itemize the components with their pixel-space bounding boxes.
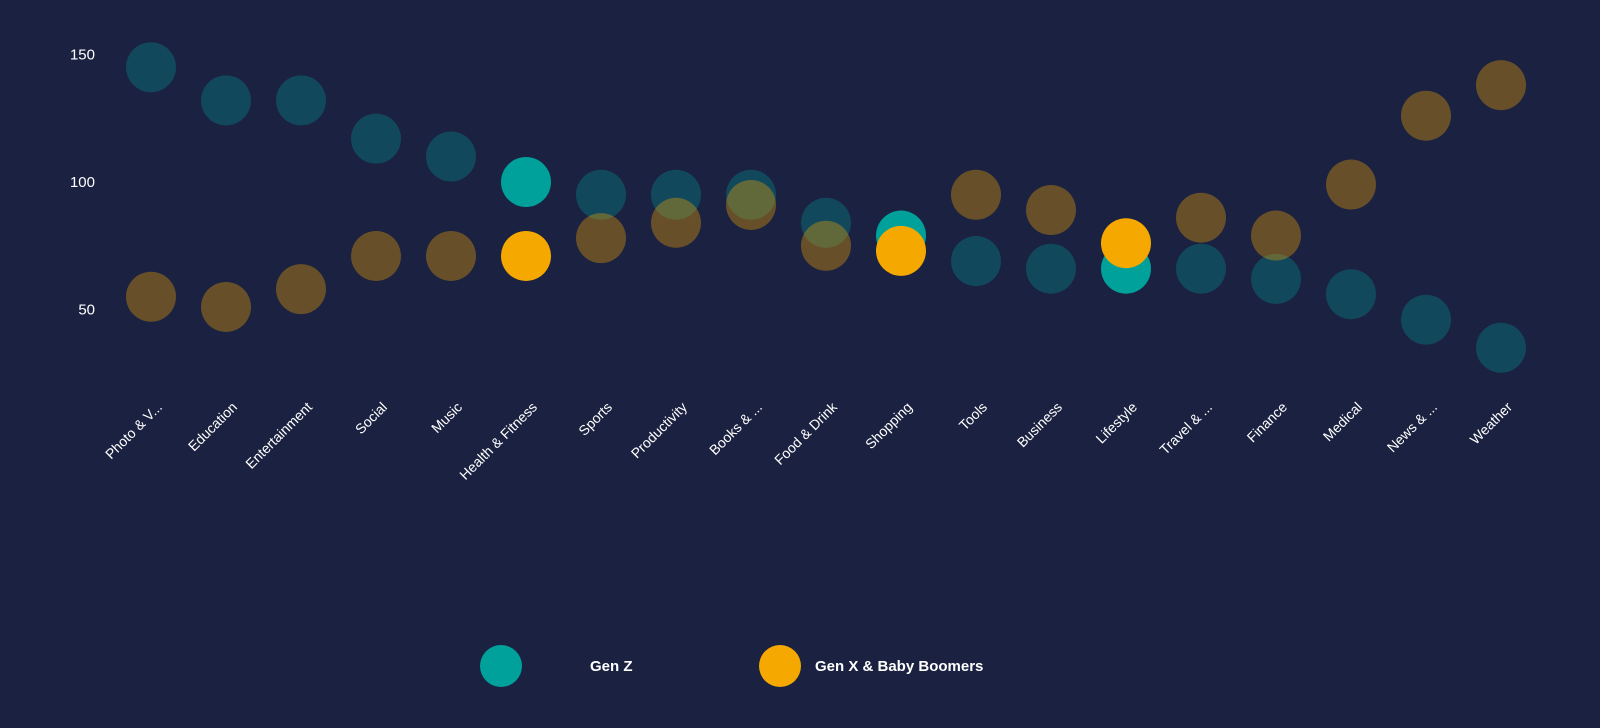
- dot-gen-x-news[interactable]: [1401, 90, 1451, 141]
- dot-gen-z-social[interactable]: [351, 113, 401, 164]
- dot-gen-z-music[interactable]: [426, 131, 476, 182]
- x-tick-label: Business: [1014, 399, 1065, 450]
- x-tick-label: Photo & V...: [102, 399, 165, 462]
- x-tick-label: Travel & ...: [1156, 399, 1215, 458]
- x-tick-label: Books & ...: [706, 399, 765, 458]
- dot-gen-z-books[interactable]: [726, 169, 776, 220]
- dot-gen-z-sports[interactable]: [576, 169, 626, 220]
- legend: Gen Z Gen X & Baby Boomers: [480, 645, 983, 687]
- dot-gen-x-food-drink[interactable]: [801, 220, 851, 271]
- x-tick-label: Health & Fitness: [456, 399, 540, 483]
- x-tick-label: Food & Drink: [771, 398, 841, 468]
- x-tick-label: News & ...: [1384, 399, 1440, 455]
- dot-gen-x-finance[interactable]: [1251, 210, 1301, 261]
- dot-gen-z-travel[interactable]: [1176, 243, 1226, 294]
- dot-gen-x-lifestyle[interactable]: [1101, 218, 1151, 269]
- x-tick-label: Lifestyle: [1092, 399, 1140, 447]
- dot-gen-x-productivity[interactable]: [651, 197, 701, 248]
- x-tick-label: Education: [185, 399, 240, 454]
- dot-gen-z-business[interactable]: [1026, 243, 1076, 294]
- x-tick-label: Productivity: [628, 399, 690, 461]
- dot-gen-z-food-drink[interactable]: [801, 197, 851, 248]
- dot-gen-x-sports[interactable]: [576, 213, 626, 264]
- dot-gen-x-shopping[interactable]: [876, 225, 926, 276]
- dot-gen-x-medical[interactable]: [1326, 159, 1376, 210]
- dot-gen-x-books[interactable]: [726, 179, 776, 230]
- x-tick-label: Music: [428, 399, 465, 436]
- x-axis: Photo & V... Education Entertainment Social…: [102, 398, 1515, 483]
- dot-gen-x-social[interactable]: [351, 230, 401, 281]
- x-tick-label: Finance: [1244, 399, 1291, 446]
- dot-gen-z-entertainment[interactable]: [276, 75, 326, 126]
- plot-area: [126, 42, 1526, 373]
- dot-gen-z-education[interactable]: [201, 75, 251, 126]
- x-tick-label: Shopping: [862, 399, 915, 452]
- dot-gen-z-finance[interactable]: [1251, 253, 1301, 304]
- dot-gen-x-tools[interactable]: [951, 169, 1001, 220]
- dot-gen-x-travel[interactable]: [1176, 192, 1226, 243]
- x-tick-label: Weather: [1467, 399, 1516, 448]
- dot-gen-x-education[interactable]: [201, 281, 251, 332]
- x-tick-label: Entertainment: [242, 399, 315, 472]
- dot-gen-z-productivity[interactable]: [651, 169, 701, 220]
- y-tick-label: 150: [70, 47, 95, 64]
- dot-gen-x-health-fitness[interactable]: [501, 230, 551, 281]
- y-tick-label: 50: [78, 302, 95, 319]
- dot-gen-z-news[interactable]: [1401, 294, 1451, 345]
- dot-gen-x-business[interactable]: [1026, 185, 1076, 236]
- dot-gen-x-weather[interactable]: [1476, 60, 1526, 111]
- legend-label-gen-x[interactable]: Gen X & Baby Boomers: [815, 658, 983, 675]
- legend-marker-gen-x[interactable]: [759, 645, 801, 687]
- y-axis: 50 100 150: [70, 47, 95, 319]
- dot-gen-x-music[interactable]: [426, 230, 476, 281]
- x-tick-label: Sports: [575, 399, 615, 439]
- dot-gen-z-tools[interactable]: [951, 236, 1001, 287]
- dot-gen-z-health-fitness[interactable]: [501, 157, 551, 207]
- dot-gen-z-weather[interactable]: [1476, 322, 1526, 373]
- legend-label-gen-z[interactable]: Gen Z: [590, 658, 633, 675]
- dot-gen-x-entertainment[interactable]: [276, 264, 326, 315]
- dot-gen-z-photo-v[interactable]: [126, 42, 176, 93]
- dot-gen-z-medical[interactable]: [1326, 269, 1376, 320]
- x-tick-label: Tools: [956, 399, 990, 433]
- y-tick-label: 100: [70, 174, 95, 191]
- dot-gen-x-photo-v[interactable]: [126, 271, 176, 322]
- x-tick-label: Social: [352, 399, 390, 437]
- x-tick-label: Medical: [1320, 399, 1365, 444]
- legend-marker-gen-z[interactable]: [480, 645, 522, 687]
